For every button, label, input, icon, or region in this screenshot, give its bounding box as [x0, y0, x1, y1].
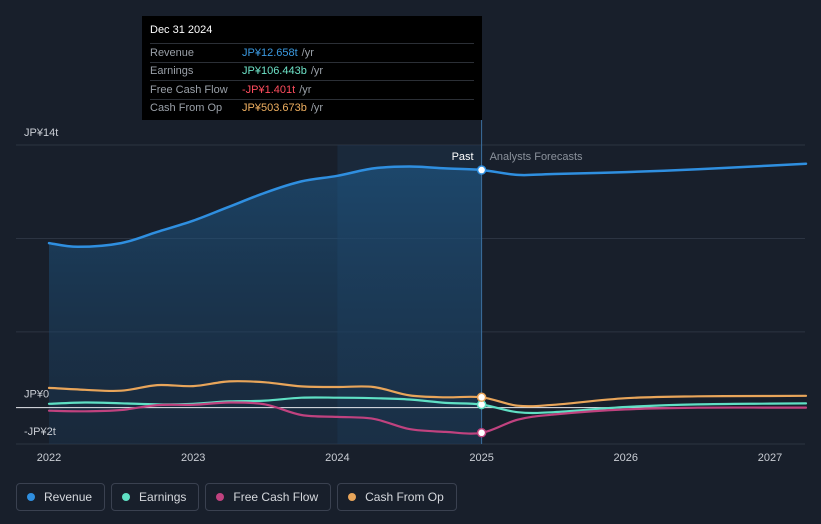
marker-cash-from-op: [476, 392, 487, 403]
tooltip-unit: /yr: [299, 83, 312, 96]
marker-revenue: [476, 165, 487, 175]
y-axis-labels: JP¥14t JP¥0 -JP¥2t: [24, 127, 58, 438]
tooltip-value: JP¥106.443b: [242, 65, 307, 78]
area-revenue: [49, 166, 482, 444]
tooltip-row-cash-from-op: Cash From Op JP¥503.673b /yr: [150, 98, 474, 118]
legend-item-earnings[interactable]: Earnings: [111, 483, 200, 511]
line-cash-from-op: [47, 380, 808, 408]
y-tick-label: JP¥14t: [24, 127, 58, 139]
tooltip-row-earnings: Earnings JP¥106.443b /yr: [150, 61, 474, 81]
x-tick-label: 2024: [325, 452, 349, 464]
series-lines: [47, 162, 808, 435]
legend-dot-icon: [27, 493, 35, 501]
x-tick-label: 2027: [758, 452, 782, 464]
legend: Revenue Earnings Free Cash Flow Cash Fro…: [16, 483, 457, 511]
tooltip-unit: /yr: [310, 102, 324, 115]
y-tick-label: JP¥0: [24, 389, 49, 401]
tooltip-row-revenue: Revenue JP¥12.658t /yr: [150, 43, 474, 62]
legend-label: Earnings: [139, 490, 187, 504]
tooltip-label: Cash From Op: [150, 102, 223, 115]
tooltip-date: Dec 31 2024: [150, 24, 213, 36]
legend-dot-icon: [216, 493, 225, 501]
tooltip-unit: /yr: [310, 65, 324, 78]
tooltip-value: JP¥12.658t: [242, 46, 298, 59]
y-tick-label: -JP¥2t: [24, 426, 56, 438]
x-tick-label: 2025: [469, 452, 493, 464]
tooltip: Dec 31 2024 Revenue JP¥12.658t /yr Earni…: [142, 16, 482, 120]
x-tick-label: 2026: [614, 452, 638, 464]
forecast-label: Analysts Forecasts: [490, 151, 583, 163]
line-free-cash-flow: [47, 401, 808, 435]
legend-dot-icon: [348, 493, 357, 501]
legend-item-cash-from-op[interactable]: Cash From Op: [337, 483, 457, 511]
legend-label: Cash From Op: [365, 490, 444, 504]
past-label: Past: [452, 151, 474, 163]
x-tick-label: 2022: [37, 452, 61, 464]
tooltip-value: -JP¥1.401t: [242, 83, 296, 96]
legend-dot-icon: [122, 493, 131, 501]
tooltip-label: Revenue: [150, 46, 195, 59]
x-tick-label: 2023: [181, 452, 205, 464]
tooltip-markers: [476, 165, 487, 438]
legend-item-revenue[interactable]: Revenue: [16, 483, 106, 511]
tooltip-unit: /yr: [301, 46, 314, 59]
tooltip-value: JP¥503.673b: [242, 102, 307, 115]
legend-item-free-cash-flow[interactable]: Free Cash Flow: [205, 483, 332, 511]
legend-label: Revenue: [44, 490, 93, 504]
tooltip-label: Earnings: [150, 65, 194, 78]
legend-label: Free Cash Flow: [233, 490, 319, 504]
line-revenue: [47, 162, 808, 249]
marker-free-cash-flow: [476, 428, 487, 438]
series-areas: [49, 166, 482, 444]
tooltip-label: Free Cash Flow: [150, 83, 228, 96]
tooltip-row-free-cash-flow: Free Cash Flow -JP¥1.401t /yr: [150, 80, 474, 99]
x-axis-labels: 2022 2023 2024 2025 2026 2027: [37, 452, 782, 464]
